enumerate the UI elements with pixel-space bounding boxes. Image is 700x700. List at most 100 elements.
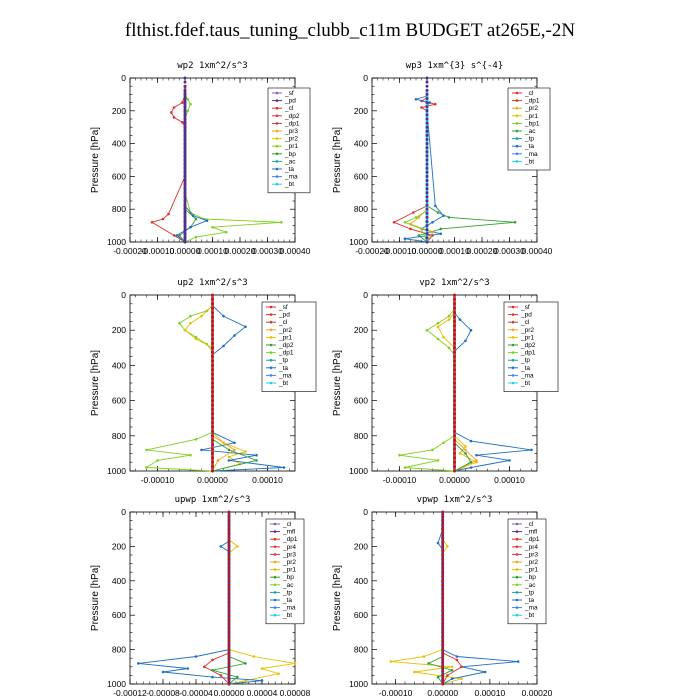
data-point [161,670,165,674]
series-line [390,529,462,685]
legend-label: _mfl [282,529,296,536]
zero-profile-point [211,394,214,398]
zero-profile-point [227,575,231,578]
zero-profile-point [453,390,456,394]
series-line [203,529,230,685]
data-point [282,466,286,469]
zero-profile-point [183,88,187,92]
data-point [450,665,454,669]
zero-profile-point [453,429,456,433]
data-point [464,448,467,452]
x-tick-label: 0.00010 [494,475,525,485]
zero-profile-point [183,207,187,211]
legend-marker [275,122,279,125]
y-tick-label: 800 [354,431,368,441]
y-tick-label: 1000 [349,466,368,476]
zero-profile-point [441,527,445,531]
zero-profile-point [453,293,456,297]
data-point [455,655,459,658]
legend-marker [511,374,515,377]
x-tick-label: 0.00020 [522,688,553,698]
zero-profile-point [227,570,231,574]
legend-label: _ma [520,372,534,379]
y-tick-label: 0 [363,290,368,300]
zero-profile-point [183,191,187,195]
zero-profile-point [227,626,231,630]
zero-profile-point [441,579,445,583]
legend-label: _pr3 [524,551,538,558]
x-tick-label: 0.00010 [439,246,470,256]
zero-profile-point [425,199,429,203]
legend-marker [515,91,519,95]
data-point [277,672,280,675]
legend-label: _pd [284,98,296,105]
zero-profile-point [425,224,429,228]
legend-label: _sf [284,90,294,97]
zero-profile-point [227,618,231,621]
data-point [425,328,429,332]
y-tick-label: 400 [354,576,368,586]
zero-profile-point [211,319,214,323]
data-point [428,101,432,104]
legend-label: _ta [284,166,294,173]
zero-profile-point [211,324,214,328]
zero-profile-point [441,519,445,523]
x-tick-label: -0.00010 [383,475,417,485]
data-point [211,225,214,229]
zero-profile-point [227,536,231,540]
zero-profile-point [425,236,429,240]
zero-profile-point [425,113,429,117]
zero-profile-point [211,456,214,460]
legend-label: _pr3 [284,128,298,135]
zero-profile-point [453,372,456,376]
zero-profile-point [425,228,429,232]
legend-marker [511,305,515,309]
data-point [447,346,451,350]
data-point [431,448,434,452]
series-line [150,87,186,243]
legend-marker [273,568,277,571]
data-point [233,334,236,337]
zero-profile-point [227,527,231,531]
zero-profile-point [227,605,231,609]
data-point [194,337,198,341]
chart-panel-6: vpwp 1xm^2/s^3 Pressure [hPa] 0 200 400 600 80… [332,495,553,698]
zero-profile-point [183,117,187,121]
data-point [145,466,148,469]
data-point [436,675,440,679]
zero-profile-point [453,302,456,306]
data-point [442,214,445,218]
x-tick-label: -0.00020 [113,246,147,256]
y-tick-label: 200 [112,106,126,116]
data-point [436,211,440,214]
x-tick-label: 0.00000 [197,475,228,485]
series-line [417,94,516,243]
data-point [469,328,473,332]
legend-marker [269,320,273,324]
data-point [469,460,473,464]
legend-label: _cl [282,521,292,528]
zero-profile-point [425,97,429,100]
legend-marker [515,129,519,133]
data-point [175,234,179,237]
data-point [464,452,467,455]
data-point [172,106,176,109]
data-point [483,670,487,674]
data-point [194,335,198,339]
x-tick-label: 0.00030 [252,246,283,256]
data-point [436,321,440,325]
legend-marker [515,106,519,110]
zero-profile-point [211,429,214,433]
zero-profile-point [441,656,445,660]
series-ta [137,527,264,686]
data-point [458,318,462,321]
legend-marker [273,613,277,617]
legend-marker [273,553,277,556]
zero-profile-point [425,179,429,182]
zero-profile-point [183,158,187,162]
legend-label: _tp [282,589,292,596]
legend-label: _tp [520,357,530,364]
legend-label: _dp2 [284,113,300,120]
x-tick-label: 0.00000 [412,246,443,256]
legend-marker [269,313,273,316]
